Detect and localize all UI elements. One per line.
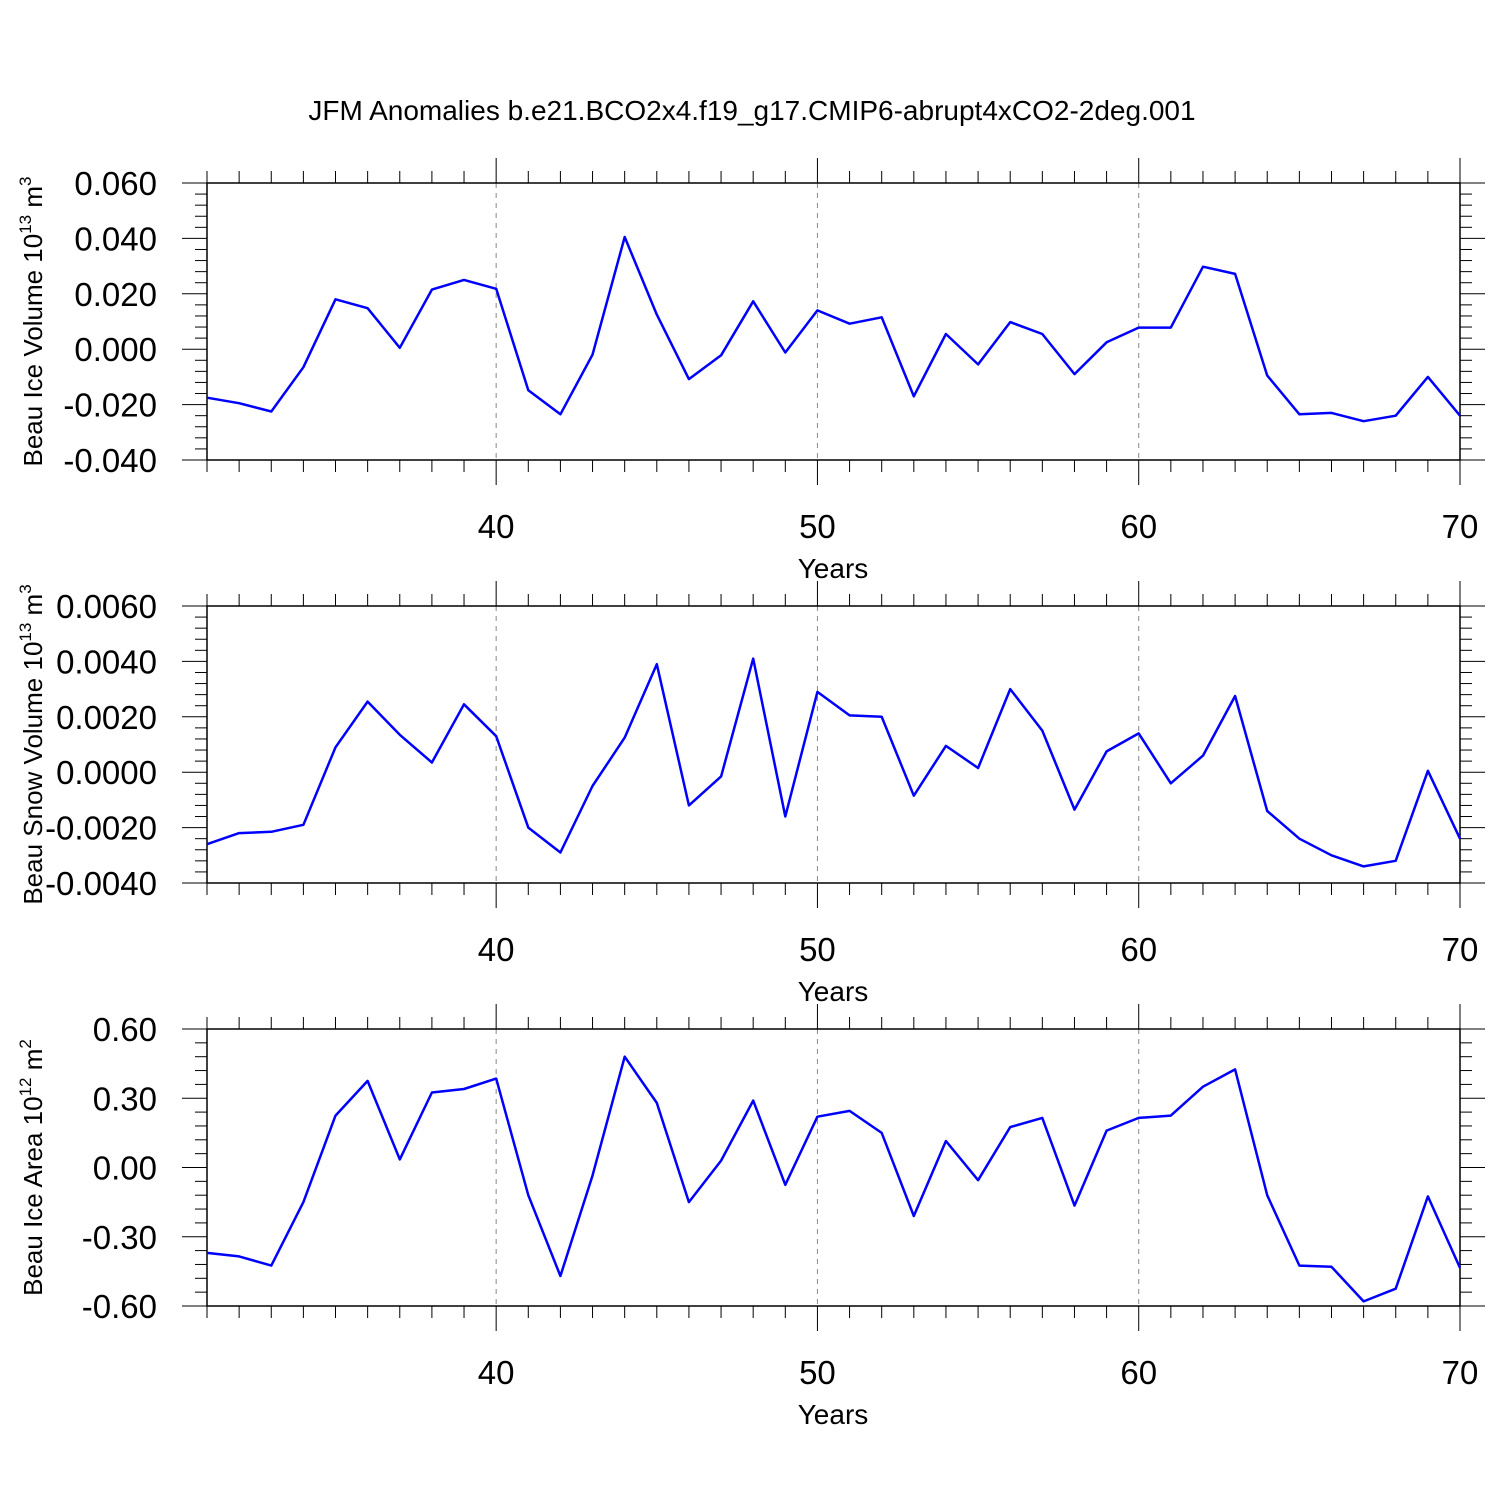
y-tick-label: -0.040: [63, 442, 157, 479]
y-axis-label-exponent: 13: [16, 215, 35, 234]
x-tick-label: 70: [1442, 931, 1479, 968]
y-axis-label-unit-exponent: 2: [16, 1039, 35, 1048]
series-line: [206, 1055, 1462, 1303]
y-tick-label: -0.0020: [45, 810, 157, 847]
y-tick-label: 0.040: [74, 220, 157, 257]
y-tick-label: 0.0060: [56, 588, 157, 625]
y-axis-label-unit-exponent: 3: [16, 584, 35, 593]
y-tick-label: -0.0040: [45, 865, 157, 902]
x-tick-label: 50: [799, 931, 836, 968]
x-tick-label: 60: [1120, 1354, 1157, 1391]
y-axis-label: Beau Ice Area 1012 m2: [16, 1039, 48, 1296]
y-tick-label: 0.0040: [56, 643, 157, 680]
series-line: [206, 657, 1462, 868]
x-axis-label: Years: [798, 976, 869, 1007]
x-tick-label: 40: [478, 508, 515, 545]
y-tick-label: 0.00: [93, 1150, 157, 1187]
series-line: [206, 235, 1461, 423]
x-axis-label: Years: [798, 1399, 869, 1430]
plot-frame: [206, 605, 1461, 884]
y-axis-label-unit: m: [18, 594, 48, 623]
y-tick-label: -0.020: [63, 387, 157, 424]
y-tick-label: 0.020: [74, 276, 157, 313]
panel-2: 40 50 60 70 0.0060 0.0040 0.0020 0.0000 -0.0020 -…: [16, 581, 1485, 1007]
y-axis-label-text: Beau Snow Volume 10: [18, 642, 48, 905]
x-tick-label: 60: [1120, 508, 1157, 545]
y-tick-label: 0.0000: [56, 754, 157, 791]
x-tick-label: 40: [478, 1354, 515, 1391]
y-axis-label-exponent: 12: [16, 1077, 35, 1096]
y-axis-label-unit: m: [18, 186, 48, 215]
y-axis-label-unit: m: [18, 1049, 48, 1078]
x-tick-label: 50: [799, 508, 836, 545]
panel-1: 40 50 60 70 0.060 0.040 0.020 0.000 -0.020 -0.040…: [16, 158, 1485, 584]
x-tick-label: 60: [1120, 931, 1157, 968]
y-axis-label-text: Beau Ice Volume 10: [18, 234, 48, 467]
panel-3: 40 50 60 70 0.60 0.30 0.00 -0.30 -0.60 Years Beau …: [16, 1004, 1485, 1430]
y-axis-label-exponent: 13: [16, 623, 35, 642]
y-tick-label: 0.060: [74, 165, 157, 202]
plot-frame: [206, 182, 1461, 461]
y-tick-label: -0.60: [82, 1288, 157, 1325]
plot-frame: [206, 1028, 1461, 1307]
x-tick-label: 70: [1442, 508, 1479, 545]
y-tick-label: 0.60: [93, 1011, 157, 1048]
x-tick-label: 50: [799, 1354, 836, 1391]
y-axis-label: Beau Ice Volume 1013 m3: [16, 177, 48, 467]
y-axis-label-text: Beau Ice Area 10: [18, 1096, 48, 1295]
y-axis-label: Beau Snow Volume 1013 m3: [16, 584, 48, 904]
y-tick-label: 0.30: [93, 1080, 157, 1117]
y-tick-label: -0.30: [82, 1219, 157, 1256]
y-tick-label: 0.0020: [56, 699, 157, 736]
y-tick-label: 0.000: [74, 331, 157, 368]
x-tick-label: 70: [1442, 1354, 1479, 1391]
y-axis-label-unit-exponent: 3: [16, 177, 35, 186]
chart-title: JFM Anomalies b.e21.BCO2x4.f19_g17.CMIP6…: [308, 95, 1195, 126]
panels-container: 40 50 60 70 0.060 0.040 0.020 0.000 -0.020 -0.040…: [16, 158, 1485, 1430]
x-axis-label: Years: [798, 553, 869, 584]
x-tick-label: 40: [478, 931, 515, 968]
